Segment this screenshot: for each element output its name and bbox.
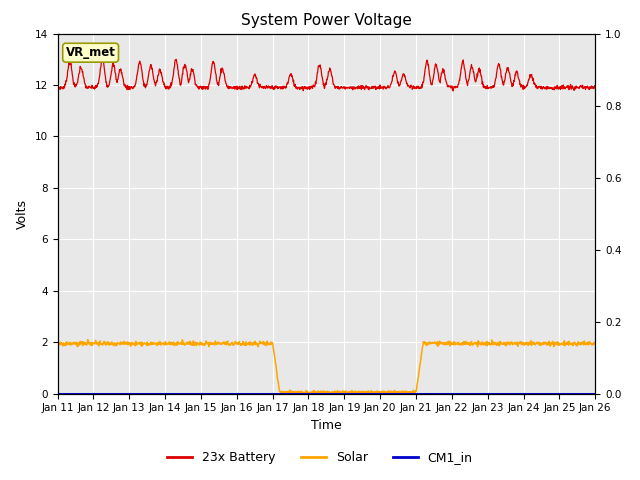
CM1_in <box>54 391 61 396</box>
CM1_in <box>293 391 301 396</box>
Text: VR_met: VR_met <box>66 46 116 59</box>
CM1_in <box>303 391 310 396</box>
Solar <box>303 388 311 394</box>
Y-axis label: Volts: Volts <box>16 199 29 228</box>
CM1_in <box>591 391 599 396</box>
X-axis label: Time: Time <box>311 419 342 432</box>
Title: System Power Voltage: System Power Voltage <box>241 13 412 28</box>
Solar <box>591 340 599 346</box>
Line: Solar: Solar <box>58 340 595 394</box>
CM1_in <box>117 391 125 396</box>
Legend: 23x Battery, Solar, CM1_in: 23x Battery, Solar, CM1_in <box>163 446 477 469</box>
23x Battery <box>293 85 301 91</box>
CM1_in <box>282 391 289 396</box>
Line: 23x Battery: 23x Battery <box>58 59 595 91</box>
23x Battery <box>449 88 457 94</box>
Solar <box>54 340 61 346</box>
23x Battery <box>282 85 290 91</box>
23x Battery <box>303 85 310 91</box>
Solar <box>279 391 287 396</box>
Solar <box>84 337 92 343</box>
23x Battery <box>99 56 106 61</box>
23x Battery <box>118 70 125 76</box>
Solar <box>96 340 104 346</box>
Solar <box>294 389 301 395</box>
CM1_in <box>95 391 103 396</box>
CM1_in <box>360 391 367 396</box>
23x Battery <box>54 83 61 89</box>
23x Battery <box>591 85 599 91</box>
Solar <box>118 341 125 347</box>
23x Battery <box>360 84 368 90</box>
Solar <box>360 388 368 394</box>
Solar <box>283 389 291 395</box>
23x Battery <box>95 75 103 81</box>
